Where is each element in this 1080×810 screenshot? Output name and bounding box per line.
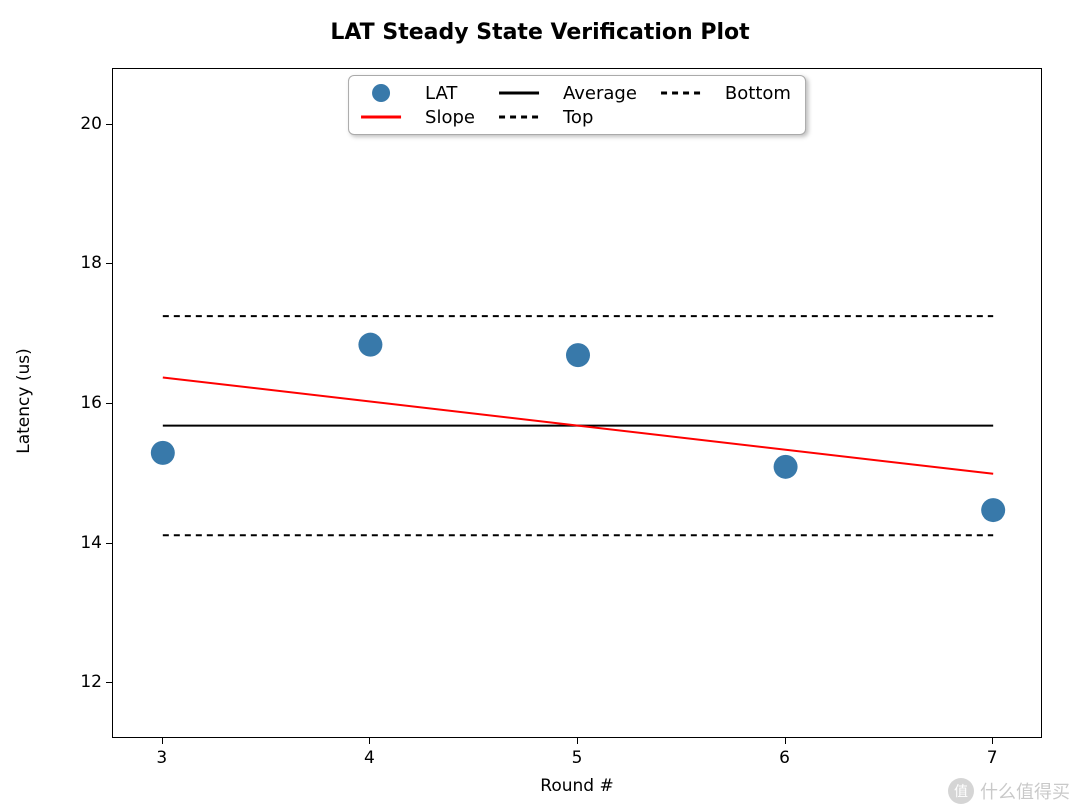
y-tick-mark [106, 543, 112, 544]
lat-point [358, 333, 382, 357]
legend-sample-average [497, 82, 541, 104]
lat-point [566, 343, 590, 367]
y-tick-label: 12 [80, 672, 102, 692]
y-tick-mark [106, 263, 112, 264]
watermark-logo: 值 [948, 778, 974, 804]
x-tick-mark [785, 738, 786, 744]
legend-sample-top [497, 106, 541, 128]
lat-point [981, 498, 1005, 522]
x-tick-label: 4 [364, 748, 375, 768]
y-axis-label: Latency (us) [14, 321, 34, 481]
lat-point [151, 441, 175, 465]
y-tick-mark [106, 403, 112, 404]
plot-svg [113, 69, 1043, 739]
x-tick-label: 7 [987, 748, 998, 768]
x-tick-label: 6 [779, 748, 790, 768]
legend-label-top: Top [563, 107, 637, 128]
lat-point [774, 455, 798, 479]
x-tick-mark [369, 738, 370, 744]
legend: LAT Average Bottom Slope Top [348, 75, 806, 135]
x-tick-label: 3 [156, 748, 167, 768]
legend-label-average: Average [563, 83, 637, 104]
legend-sample-lat [359, 82, 403, 104]
legend-label-slope: Slope [425, 107, 475, 128]
y-tick-label: 20 [80, 114, 102, 134]
x-tick-mark [577, 738, 578, 744]
watermark-text: 什么值得买 [980, 778, 1070, 804]
legend-sample-bottom [659, 82, 703, 104]
x-tick-mark [162, 738, 163, 744]
legend-label-bottom: Bottom [725, 83, 791, 104]
plot-area: LAT Average Bottom Slope Top [112, 68, 1042, 738]
x-tick-label: 5 [572, 748, 583, 768]
y-tick-label: 16 [80, 393, 102, 413]
y-tick-label: 18 [80, 253, 102, 273]
x-axis-label: Round # [112, 776, 1042, 796]
y-tick-label: 14 [80, 533, 102, 553]
x-tick-mark [992, 738, 993, 744]
watermark: 值 什么值得买 [948, 778, 1070, 804]
legend-sample-slope [359, 106, 403, 128]
chart-title: LAT Steady State Verification Plot [0, 20, 1080, 45]
y-tick-mark [106, 682, 112, 683]
chart-container: LAT Steady State Verification Plot LAT Av… [0, 0, 1080, 810]
y-tick-mark [106, 124, 112, 125]
legend-label-lat: LAT [425, 83, 475, 104]
